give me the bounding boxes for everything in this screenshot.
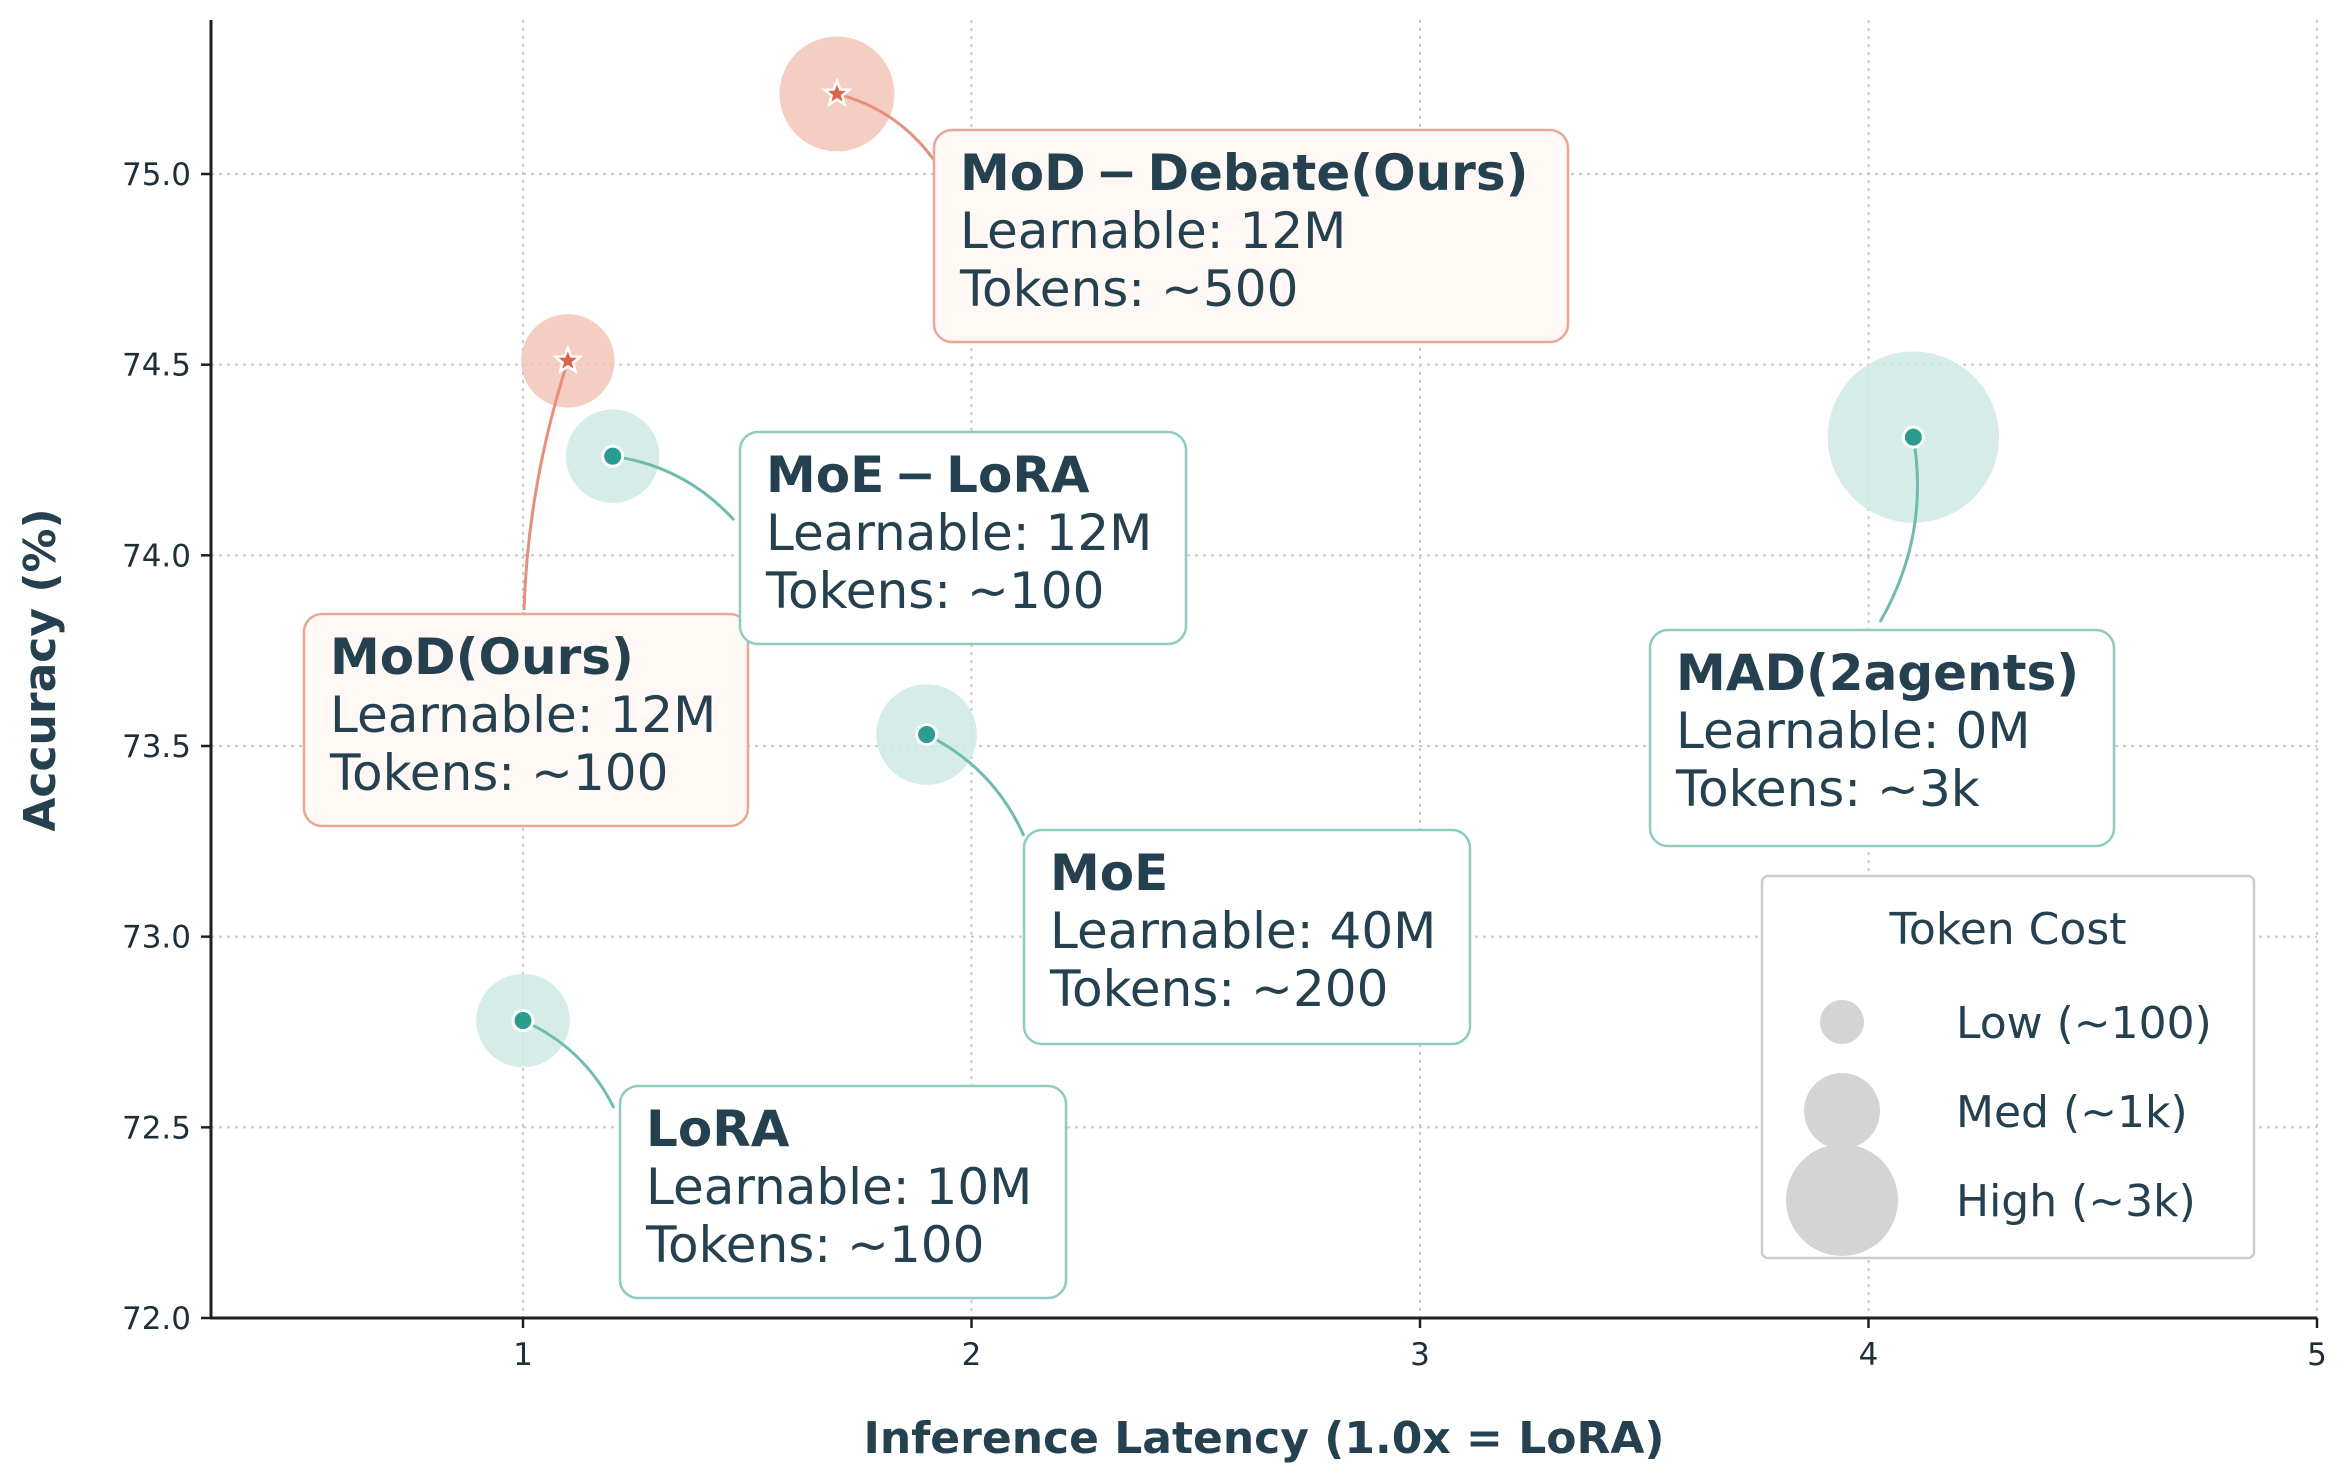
y-tick-label-75.0: 75.0 [122,157,191,193]
annotation-name-0: MoD − Debate(Ours) [960,144,1528,202]
data-markers [511,77,1925,1033]
annotation-leaders [522,92,1919,1109]
y-tick-label-72.5: 72.5 [122,1110,191,1146]
annotation-box-3 [1648,628,2116,848]
annotation-learnable-1: Learnable: 12M [330,686,716,744]
annotation-name-5: LoRA [646,1100,790,1158]
legend-bubble-2 [1786,1144,1898,1256]
legend-title: Token Cost [1889,904,2127,955]
annotation-box-4 [1022,828,1472,1046]
y-tick-label-74.5: 74.5 [122,348,191,384]
point-marker-4 [915,723,939,747]
legend-bubble-0 [1820,1000,1864,1044]
annotation-learnable-4: Learnable: 40M [1050,902,1436,960]
leader-line-3 [1878,436,1919,623]
point-marker-2 [601,444,625,468]
annotation-name-1: MoD(Ours) [330,628,634,686]
annotation-tokens-2: Tokens: ~100 [765,562,1104,620]
annotation-box-0 [932,128,1570,344]
x-tick-label-1: 1 [513,1337,533,1373]
point-marker-5 [511,1009,535,1033]
star-marker-0 [821,77,853,108]
annotation-learnable-2: Learnable: 12M [766,504,1152,562]
annotation-tokens-1: Tokens: ~100 [329,744,668,802]
annotation-tokens-4: Tokens: ~200 [1049,960,1388,1018]
y-tick-label-72.0: 72.0 [122,1301,191,1337]
annotation-learnable-3: Learnable: 0M [1676,702,2030,760]
leader-line-4 [925,733,1026,837]
leader-line-1 [522,360,570,611]
y-tick-label-74.0: 74.0 [122,538,191,574]
axes: 1 2 3 4 5 72.0 72.5 73.0 73.5 74.0 74.5 75.0 [122,20,2327,1373]
annotation-learnable-0: Learnable: 12M [960,202,1346,260]
legend-label-0: Low (~100) [1956,998,2212,1049]
star-marker-1 [552,344,584,375]
leader-line-2 [612,454,736,522]
y-axis-title: Accuracy (%) [15,508,66,831]
legend-frame [1760,874,2256,1260]
y-tick-label-73.0: 73.0 [122,920,191,956]
x-tick-label-2: 2 [962,1337,982,1373]
leader-line-5 [522,1019,616,1109]
annotation-name-4: MoE [1050,844,1168,902]
point-marker-3 [1901,425,1925,449]
annotation-tokens-5: Tokens: ~100 [645,1216,984,1274]
x-tick-label-4: 4 [1859,1337,1879,1373]
legend: Token Cost Low (~100) Med (~1k) High (~3k) [1760,874,2256,1260]
legend-label-2: High (~3k) [1956,1176,2196,1227]
annotation-0: MoD − Debate(Ours)Learnable: 12MTokens: … [932,128,1570,344]
annotation-name-3: MAD(2agents) [1676,644,2079,702]
x-tick-label-3: 3 [1410,1337,1430,1373]
x-tick-label-5: 5 [2307,1337,2327,1373]
annotation-learnable-5: Learnable: 10M [646,1158,1032,1216]
legend-label-1: Med (~1k) [1956,1087,2188,1138]
leader-line-0 [836,92,936,161]
annotation-name-2: MoE − LoRA [766,446,1090,504]
annotation-tokens-0: Tokens: ~500 [959,260,1298,318]
x-axis-title: Inference Latency (1.0x = LoRA) [863,1413,1664,1464]
annotation-box-1 [302,612,750,828]
y-tick-label-73.5: 73.5 [122,729,191,765]
legend-bubble-1 [1804,1073,1880,1149]
annotation-tokens-3: Tokens: ~3k [1675,760,1980,818]
annotation-box-2 [738,430,1188,646]
annotation-boxes: MoD − Debate(Ours)Learnable: 12MTokens: … [302,128,2116,1300]
annotation-box-5 [618,1084,1068,1300]
